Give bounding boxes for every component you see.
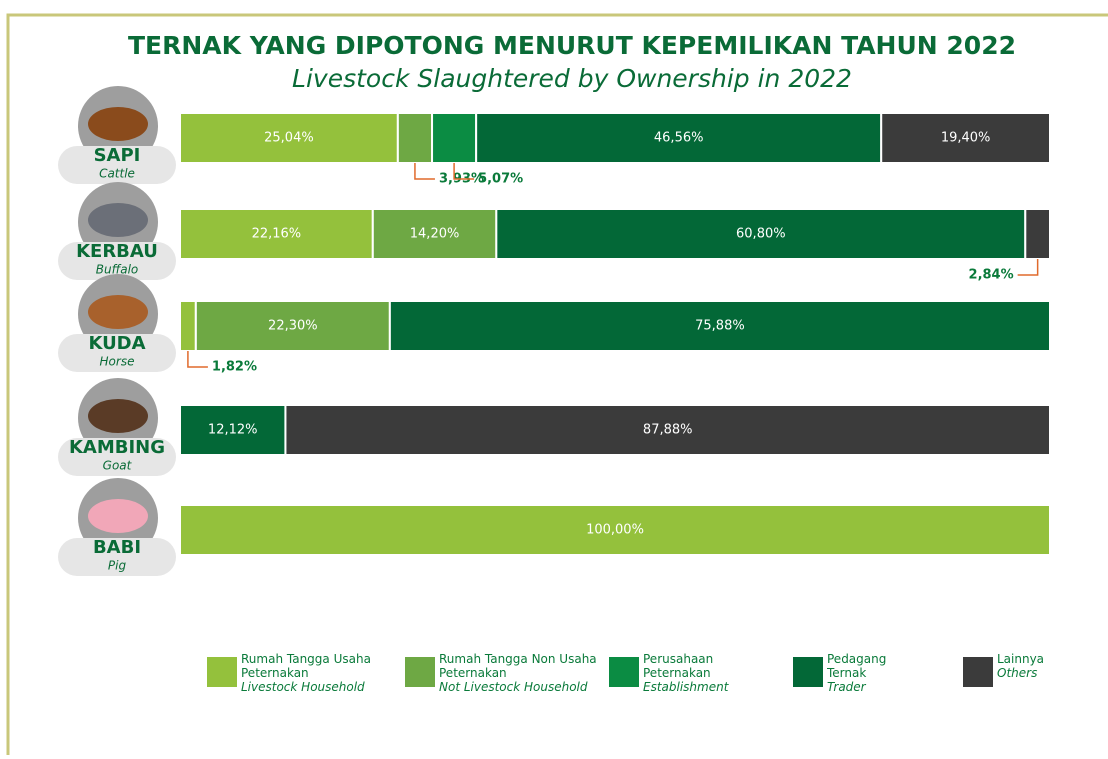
legend-swatch [963,657,993,687]
legend-name: Pedagang Ternak [827,652,886,680]
value-label: 14,20% [410,227,460,242]
chart: TERNAK YANG DIPOTONG MENURUT KEPEMILIKAN… [0,0,1108,755]
animal-body [88,203,148,237]
bar-segment [180,301,196,351]
legend-name: Rumah Tangga Non Usaha Peternakan [439,652,597,680]
value-label: 75,88% [695,319,745,334]
value-label: 46,56% [654,131,704,146]
legend-name-en: Not Livestock Household [439,680,609,694]
value-label: 60,80% [736,227,786,242]
legend-swatch [609,657,639,687]
value-label: 5,07% [478,172,523,187]
animal-body [88,107,148,141]
value-label: 22,16% [252,227,302,242]
value-label: 12,12% [208,423,258,438]
callout-line [415,163,435,179]
category-label-en: Goat [103,459,133,473]
value-label: 22,30% [268,319,318,334]
callout-line [188,351,208,367]
value-label: 1,82% [212,360,257,375]
legend-swatch [405,657,435,687]
category-label-en: Cattle [99,167,135,181]
legend-name: Rumah Tangga Usaha Peternakan [241,652,371,680]
value-label: 19,40% [941,131,991,146]
legend-name-en: Trader [827,680,917,694]
legend-name-en: Others [997,666,1097,680]
chart-title: TERNAK YANG DIPOTONG MENURUT KEPEMILIKAN… [128,31,1016,60]
bar-segment [1025,209,1050,259]
category-label-en: Horse [100,355,135,369]
category-label: KUDA [88,333,145,354]
value-label: 25,04% [264,131,314,146]
legend-name-en: Livestock Household [241,680,391,694]
category-label: KERBAU [76,241,158,262]
legend-swatch [793,657,823,687]
legend-name: Perusahaan Peternakan [643,652,713,680]
chart-subtitle: Livestock Slaughtered by Ownership in 20… [292,64,852,93]
animal-body [88,399,148,433]
value-label: 100,00% [586,523,644,538]
category-label-en: Pig [108,559,127,573]
category-label: KAMBING [69,437,165,458]
bar-segment [432,113,476,163]
legend-swatch [207,657,237,687]
bar-segment [398,113,432,163]
legend-name-en: Establishment [643,680,743,694]
value-label: 2,84% [969,268,1014,283]
value-label: 87,88% [643,423,693,438]
legend-name: Lainnya [997,652,1044,666]
callout-line [1018,259,1038,275]
category-label: SAPI [94,145,141,166]
category-label: BABI [93,537,141,558]
animal-body [88,295,148,329]
animal-body [88,499,148,533]
